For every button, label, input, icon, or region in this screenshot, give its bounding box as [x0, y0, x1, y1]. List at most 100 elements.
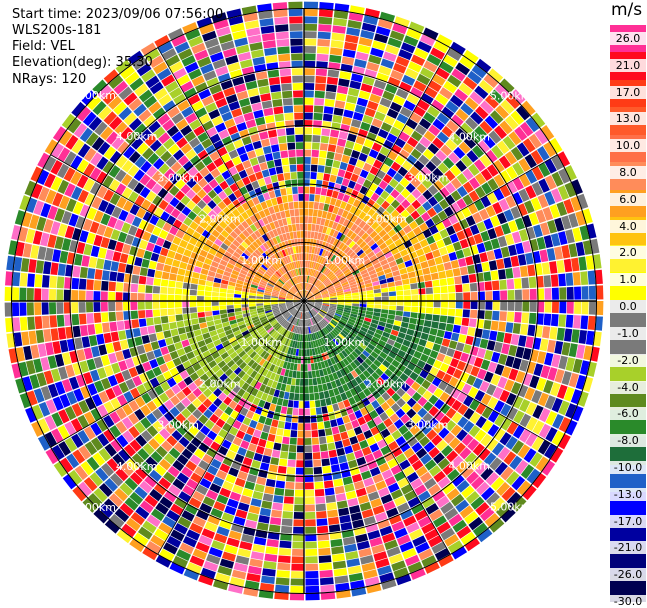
radial-gate [505, 392, 517, 406]
radial-gate [15, 241, 25, 257]
radial-gate [486, 438, 499, 452]
radial-gate [346, 364, 354, 372]
radial-gate [243, 112, 255, 122]
radial-gate [308, 284, 313, 291]
radial-gate [290, 308, 296, 314]
radial-gate [78, 302, 86, 313]
radial-gate [304, 16, 318, 24]
radial-gate [191, 277, 199, 285]
radial-gate [275, 577, 290, 586]
radial-gate [558, 273, 566, 287]
radial-gate [470, 301, 478, 310]
radial-gate [363, 515, 376, 526]
radial-gate [485, 291, 493, 301]
radial-gate [237, 548, 251, 558]
radial-gate [317, 322, 322, 330]
radial-gate [304, 60, 316, 68]
radial-gate [93, 312, 102, 324]
radial-gate [326, 350, 333, 359]
radial-gate [273, 311, 281, 316]
radial-gate [307, 311, 310, 319]
radial-gate [292, 370, 297, 378]
radial-gate [134, 421, 146, 434]
radial-gate [260, 392, 269, 401]
radial-gate [289, 593, 304, 601]
radial-gate [304, 1, 319, 9]
radial-gate [86, 313, 94, 324]
radial-gate [310, 277, 315, 284]
radial-gate [239, 255, 247, 263]
radial-gate [219, 373, 228, 382]
radial-gate [218, 33, 233, 44]
radial-gate [357, 332, 365, 339]
radial-gate [222, 480, 234, 491]
radial-gate [242, 391, 251, 401]
radial-gate [58, 366, 68, 380]
radial-gate [233, 189, 243, 199]
radial-gate [252, 164, 261, 173]
radial-gate [343, 399, 351, 408]
radial-gate [241, 291, 249, 296]
radial-gate [414, 484, 427, 496]
radial-gate [23, 345, 33, 361]
radial-gate [330, 320, 337, 327]
radial-gate [255, 238, 263, 247]
radial-gate [357, 312, 366, 317]
radial-gate [179, 333, 188, 341]
radial-gate [347, 565, 362, 575]
radial-gate [503, 257, 512, 269]
radial-gate [289, 362, 295, 371]
radial-gate [166, 125, 179, 137]
radial-gate [275, 243, 282, 252]
radial-gate [439, 345, 448, 355]
radial-gate [204, 521, 218, 533]
radial-gate [388, 291, 397, 297]
radial-gate [119, 339, 129, 350]
radial-gate [169, 197, 180, 208]
radial-gate [49, 315, 58, 328]
radial-gate [353, 323, 362, 330]
radial-gate [337, 85, 349, 95]
radial-gate [311, 149, 320, 158]
radial-gate [342, 476, 353, 486]
radial-gate [266, 183, 274, 192]
radial-gate [264, 344, 272, 352]
radial-gate [49, 275, 58, 289]
radial-gate [211, 115, 224, 127]
radial-gate [310, 408, 316, 416]
radial-gate [434, 336, 444, 345]
radial-gate [338, 507, 350, 517]
radial-gate [278, 458, 288, 467]
radial-gate [329, 47, 343, 56]
radial-gate [232, 420, 242, 430]
radial-gate [342, 49, 356, 58]
radial-gate [329, 365, 336, 374]
radial-gate [376, 152, 387, 163]
radial-gate [304, 371, 309, 379]
radial-gate [501, 343, 510, 355]
radial-gate [257, 268, 265, 275]
radial-gate [216, 268, 225, 275]
radial-gate [77, 143, 91, 158]
radial-gate [280, 75, 292, 84]
radial-gate [237, 320, 245, 327]
radial-gate [215, 122, 227, 133]
radial-gate [251, 281, 259, 287]
radial-gate [217, 163, 228, 174]
radial-gate [527, 264, 536, 277]
radial-gate [254, 345, 262, 354]
radial-gate [160, 247, 169, 257]
radial-gate [332, 317, 339, 323]
radial-gate [279, 143, 288, 151]
radial-gate [287, 224, 293, 232]
radial-gate [347, 87, 360, 97]
radial-gate [339, 462, 349, 471]
radial-gate [376, 355, 385, 364]
radial-gate [279, 451, 289, 459]
radial-gate [180, 143, 193, 155]
radial-gate [326, 342, 332, 351]
radial-gate [357, 44, 371, 54]
radial-gate [314, 339, 319, 348]
radial-gate [254, 323, 263, 329]
radial-gate [296, 445, 304, 453]
